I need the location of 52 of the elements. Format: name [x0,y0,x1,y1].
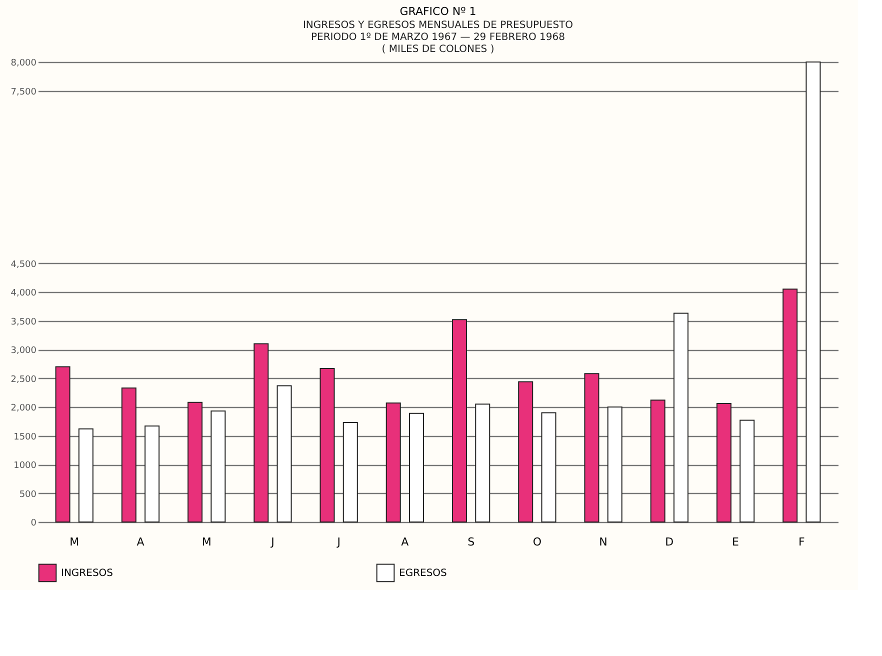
y-tick-label: 4,000 [10,288,37,298]
bar [650,400,666,522]
bar [409,412,424,522]
y-tick-label: 2,500 [10,374,37,385]
bar [673,312,688,522]
bar [518,381,534,522]
bar [452,319,467,522]
y-tick-label: 8,000 [10,58,37,68]
y-tick-label: 4,500 [10,260,37,270]
bar [254,343,269,522]
y-tick-label: 1000 [14,461,37,471]
bar [342,422,358,522]
bar [716,403,732,522]
y-tick-label: 7,500 [10,87,37,98]
legend-label: INGRESOS [61,568,114,579]
x-tick-label: F [798,536,805,548]
bar [320,368,335,522]
bar [386,402,401,522]
x-tick-label: E [732,536,740,548]
bar [144,425,160,522]
x-tick-label: M [202,536,212,548]
x-tick-label: S [468,536,475,548]
bar [584,373,600,522]
bar [210,410,226,522]
bar [78,428,94,522]
y-tick-label: 3,500 [10,317,37,328]
bar [541,412,556,522]
bar [475,404,490,522]
bar [276,385,292,522]
x-tick-label: A [401,536,410,548]
chart-title: GRAFICO Nº 1 [400,5,476,18]
x-tick-label: N [599,536,608,548]
x-tick-label: M [70,536,80,548]
bar [607,406,622,522]
y-tick-label: 2,000 [10,404,37,414]
bar [806,62,821,522]
legend-label: EGRESOS [399,568,447,579]
bar [782,288,798,522]
x-tick-label: O [532,536,542,548]
x-tick-label: D [665,536,674,548]
bar [740,420,755,522]
chart-subtitle: INGRESOS Y EGRESOS MENSUALES DE PRESUPUESTO PERIODO 1º DE MARZO 1967 — 29 FEBRERO 1968 ( MILES DE COLONES ) [302,20,574,55]
y-tick-label: 500 [19,490,37,500]
x-tick-label: J [336,536,340,548]
y-tick-label: 1500 [14,432,37,442]
bar [121,388,136,522]
y-tick-label: 3,000 [10,346,37,356]
x-tick-label: J [270,536,274,548]
y-tick-label: 0 [30,518,37,528]
bar [55,366,70,522]
bar [188,402,203,522]
x-tick-label: A [136,536,145,548]
